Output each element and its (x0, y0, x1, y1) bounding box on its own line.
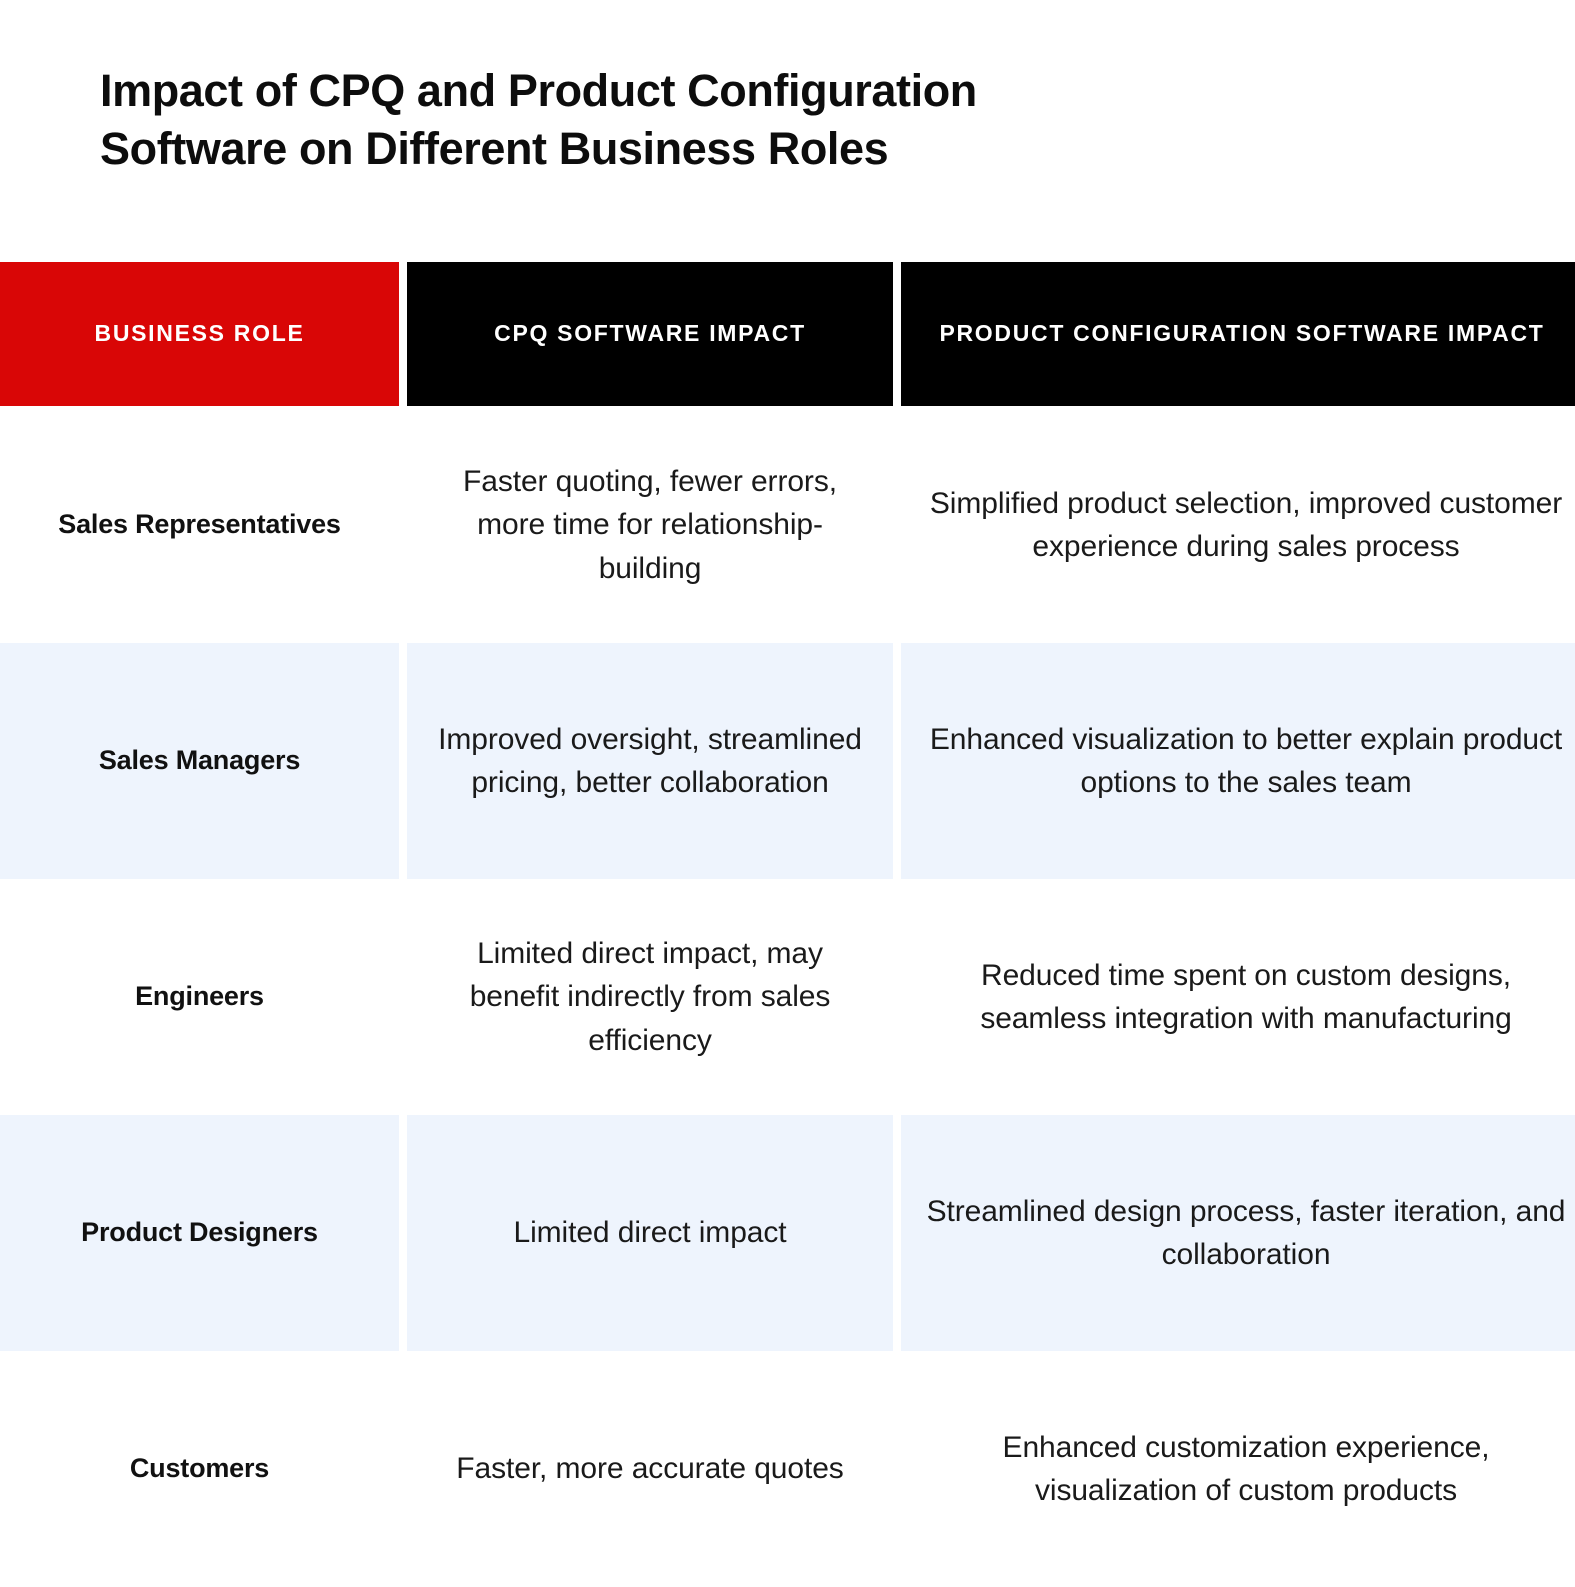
cell-cpq-impact: Faster, more accurate quotes (407, 1351, 893, 1587)
table-row: Customers Faster, more accurate quotes E… (0, 1351, 1575, 1587)
cell-cpq-impact: Improved oversight, streamlined pricing,… (407, 643, 893, 879)
table-row: Sales Managers Improved oversight, strea… (0, 643, 1575, 879)
cell-product-configuration-impact: Simplified product selection, improved c… (901, 407, 1575, 643)
cell-cpq-impact: Limited direct impact (407, 1115, 893, 1351)
table-row: Sales Representatives Faster quoting, fe… (0, 407, 1575, 643)
column-header-business-role: BUSINESS ROLE (0, 262, 399, 406)
cell-business-role: Sales Managers (0, 643, 399, 879)
comparison-table: BUSINESS ROLE CPQ SOFTWARE IMPACT PRODUC… (0, 262, 1575, 1587)
cell-cpq-impact: Faster quoting, fewer errors, more time … (407, 407, 893, 643)
column-header-cpq-software-impact: CPQ SOFTWARE IMPACT (407, 262, 893, 406)
cell-product-configuration-impact: Reduced time spent on custom designs, se… (901, 879, 1575, 1115)
cell-product-configuration-impact: Enhanced customization experience, visua… (901, 1351, 1575, 1587)
page-title-line-2: Software on Different Business Roles (100, 122, 889, 174)
table-row: Engineers Limited direct impact, may ben… (0, 879, 1575, 1115)
table-header-row: BUSINESS ROLE CPQ SOFTWARE IMPACT PRODUC… (0, 262, 1575, 406)
page-title: Impact of CPQ and Product Configuration … (100, 62, 1360, 177)
cell-business-role: Customers (0, 1351, 399, 1587)
cell-cpq-impact: Limited direct impact, may benefit indir… (407, 879, 893, 1115)
cell-product-configuration-impact: Enhanced visualization to better explain… (901, 643, 1575, 879)
page-title-line-1: Impact of CPQ and Product Configuration (100, 65, 977, 116)
cell-business-role: Product Designers (0, 1115, 399, 1351)
column-header-product-configuration-software-impact: PRODUCT CONFIGURATION SOFTWARE IMPACT (901, 262, 1575, 406)
cell-business-role: Engineers (0, 879, 399, 1115)
cell-product-configuration-impact: Streamlined design process, faster itera… (901, 1115, 1575, 1351)
cell-business-role: Sales Representatives (0, 407, 399, 643)
table-row: Product Designers Limited direct impact … (0, 1115, 1575, 1351)
